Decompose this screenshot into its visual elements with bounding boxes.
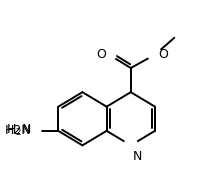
Text: O: O bbox=[96, 48, 106, 61]
Text: H$_2$N: H$_2$N bbox=[6, 123, 31, 138]
Circle shape bbox=[102, 48, 116, 61]
Text: O: O bbox=[158, 48, 168, 61]
Text: H2N: H2N bbox=[4, 124, 31, 137]
Text: N: N bbox=[133, 150, 142, 163]
Circle shape bbox=[27, 124, 41, 138]
Circle shape bbox=[148, 48, 162, 61]
Circle shape bbox=[124, 139, 137, 152]
